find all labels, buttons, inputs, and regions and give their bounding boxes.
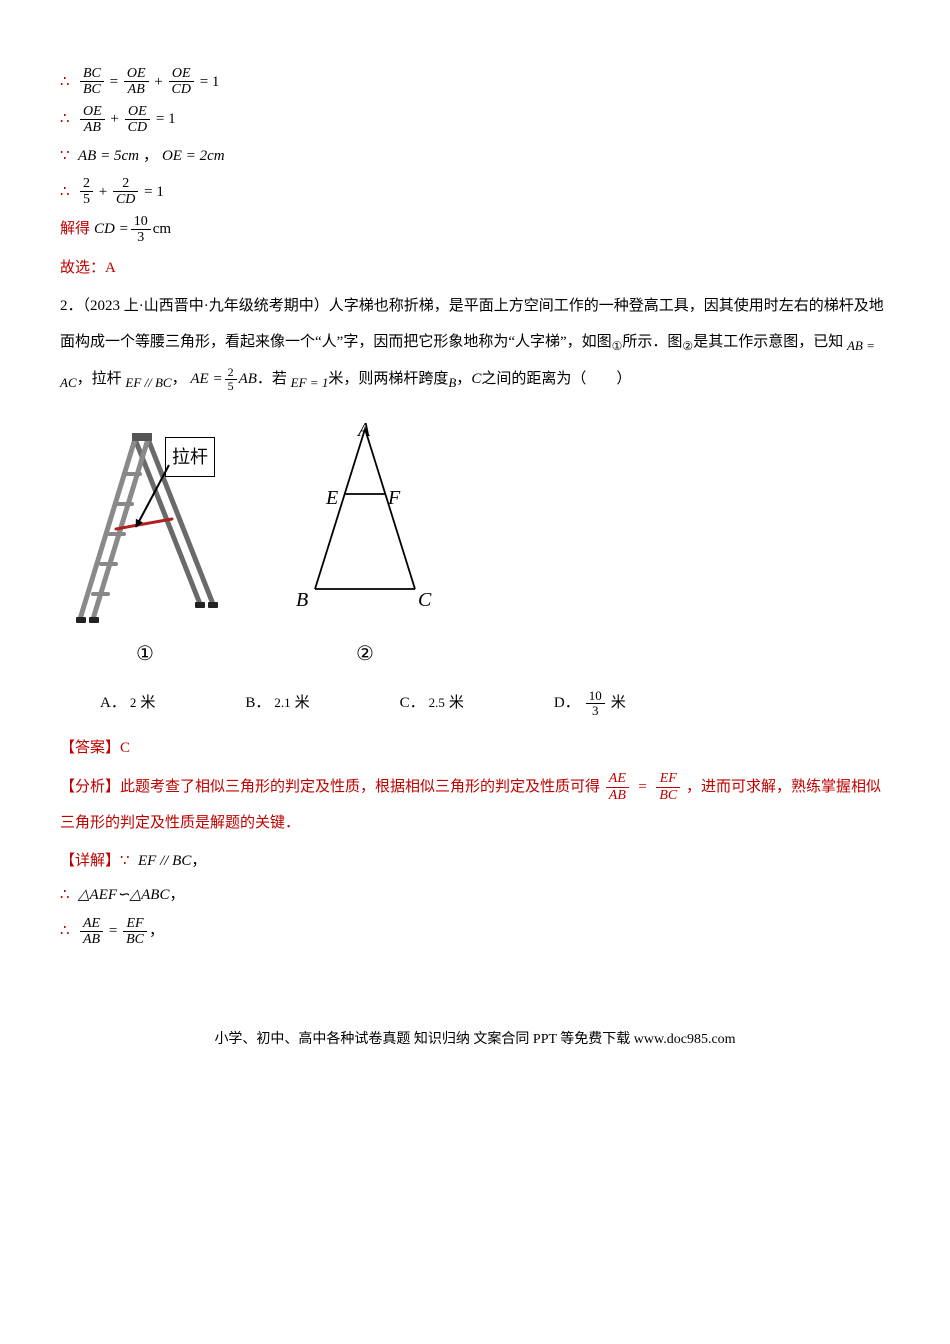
therefore-symbol: ∴	[60, 917, 74, 946]
conclusion-line: 故选：A	[60, 254, 890, 283]
ladder-illustration: 拉杆	[60, 419, 230, 629]
because-symbol: ∵	[120, 847, 134, 876]
equation-line-4: ∴ 25 + 2CD = 1	[60, 176, 890, 208]
answer-options: A． 2 米 B． 2.1 米 C． 2.5 米 D． 103 米	[100, 689, 890, 719]
point-b-label: B	[296, 581, 308, 619]
therefore-symbol: ∴	[60, 105, 74, 134]
option-a: A． 2 米	[100, 689, 155, 718]
option-b: B． 2.1 米	[245, 689, 309, 718]
answer-line: 【答案】C	[60, 734, 890, 763]
point-e-label: E	[326, 479, 338, 517]
circled-1-inline: ①	[612, 339, 623, 353]
circled-number-2: ②	[290, 635, 440, 673]
ladder-label-box: 拉杆	[165, 437, 215, 477]
question-source: （2023 上·山西晋中·九年级统考期中）	[83, 298, 329, 314]
therefore-symbol: ∴	[60, 881, 74, 910]
solve-label: 解得	[60, 215, 90, 244]
question-2-body: 2．（2023 上·山西晋中·九年级统考期中）人字梯也称折梯，是平面上方空间工作…	[60, 288, 890, 398]
page-footer: 小学、初中、高中各种试卷真题 知识归纳 文案合同 PPT 等免费下载 www.d…	[60, 1027, 890, 1054]
option-d: D． 103 米	[554, 689, 626, 719]
therefore-symbol: ∴	[60, 68, 74, 97]
point-a-label: A	[358, 411, 370, 449]
because-symbol: ∵	[60, 142, 74, 171]
point-f-label: F	[388, 479, 400, 517]
option-c: C． 2.5 米	[400, 689, 464, 718]
triangle-diagram: A E F B C	[290, 419, 440, 629]
therefore-symbol: ∴	[60, 178, 74, 207]
question-number: 2．	[60, 298, 83, 314]
detail-label: 【详解】	[60, 847, 120, 876]
equation-line-5: 解得 CD = 103 cm	[60, 214, 890, 246]
detail-block: 【详解】 ∵ EF // BC ， ∴ △AEF∽△ABC ， ∴ AEAB =…	[60, 847, 890, 948]
point-c-label: C	[418, 581, 431, 619]
equation-line-1: ∴ BCBC = OEAB + OECD = 1	[60, 66, 890, 98]
circled-2-inline: ②	[682, 339, 693, 353]
circled-number-1: ①	[60, 635, 230, 673]
analysis-block: 【分析】此题考查了相似三角形的判定及性质，根据相似三角形的判定及性质可得 AEA…	[60, 769, 890, 841]
equation-line-3: ∵ AB = 5cm ， OE = 2cm	[60, 142, 890, 171]
diagram-row: 拉杆 ① A E F B C ②	[60, 419, 890, 673]
equation-line-2: ∴ OEAB + OECD = 1	[60, 104, 890, 136]
